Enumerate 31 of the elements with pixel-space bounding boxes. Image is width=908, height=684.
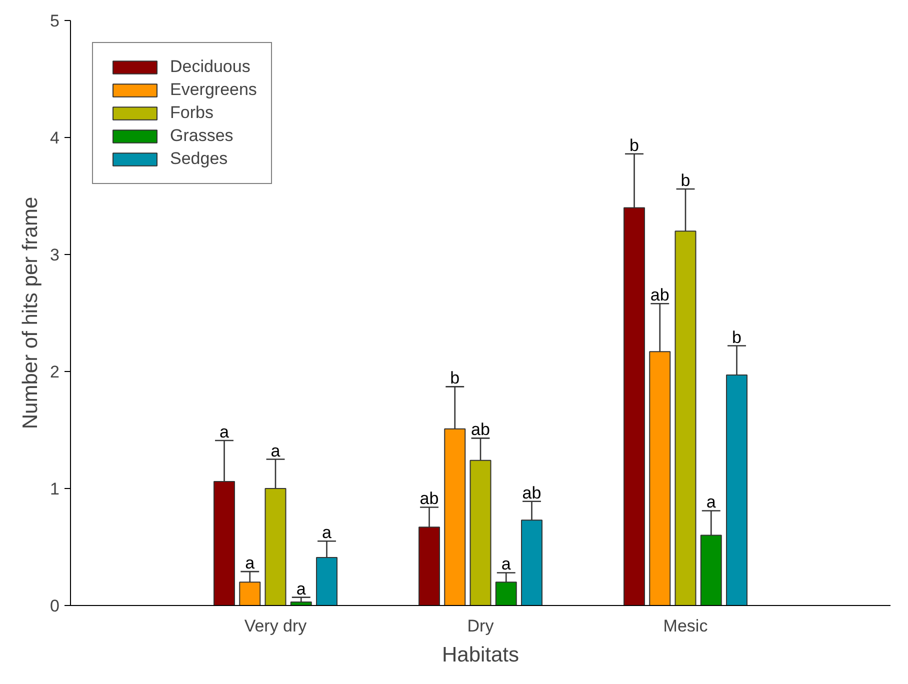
y-tick-label: 0 bbox=[50, 596, 60, 616]
x-tick-label: Dry bbox=[467, 616, 494, 636]
data-label: a bbox=[270, 441, 281, 460]
data-label: ab bbox=[650, 286, 670, 305]
data-label: a bbox=[220, 422, 230, 442]
data-label: a bbox=[322, 523, 332, 542]
data-label: ab bbox=[420, 489, 439, 508]
data-label: a bbox=[245, 554, 256, 573]
data-label: a bbox=[501, 554, 512, 574]
data-label: ab bbox=[471, 420, 490, 440]
y-tick-label: 4 bbox=[50, 128, 60, 148]
legend-label: Grasses bbox=[170, 126, 234, 146]
y-tick-label: 5 bbox=[50, 12, 60, 30]
data-label: b bbox=[680, 170, 690, 190]
legend-label: Evergreens bbox=[170, 80, 257, 100]
data-label: a bbox=[706, 492, 716, 512]
legend-label: Sedges bbox=[170, 149, 228, 169]
legend-label: Deciduous bbox=[170, 57, 250, 77]
data-label: b bbox=[630, 136, 639, 155]
x-tick-label: Mesic bbox=[663, 616, 708, 636]
x-axis-title: Habitats bbox=[442, 644, 520, 666]
data-label: b bbox=[732, 328, 742, 347]
data-label: a bbox=[296, 579, 306, 598]
legend-label: Forbs bbox=[170, 103, 214, 123]
y-axis-title: Number of hits per frame bbox=[19, 196, 42, 430]
data-label: ab bbox=[522, 483, 542, 502]
y-tick-label: 2 bbox=[50, 362, 60, 382]
y-tick-label: 1 bbox=[50, 480, 60, 498]
x-tick-label: Very dry bbox=[244, 616, 308, 636]
y-tick-label: 3 bbox=[50, 246, 60, 264]
data-label: b bbox=[450, 368, 460, 388]
